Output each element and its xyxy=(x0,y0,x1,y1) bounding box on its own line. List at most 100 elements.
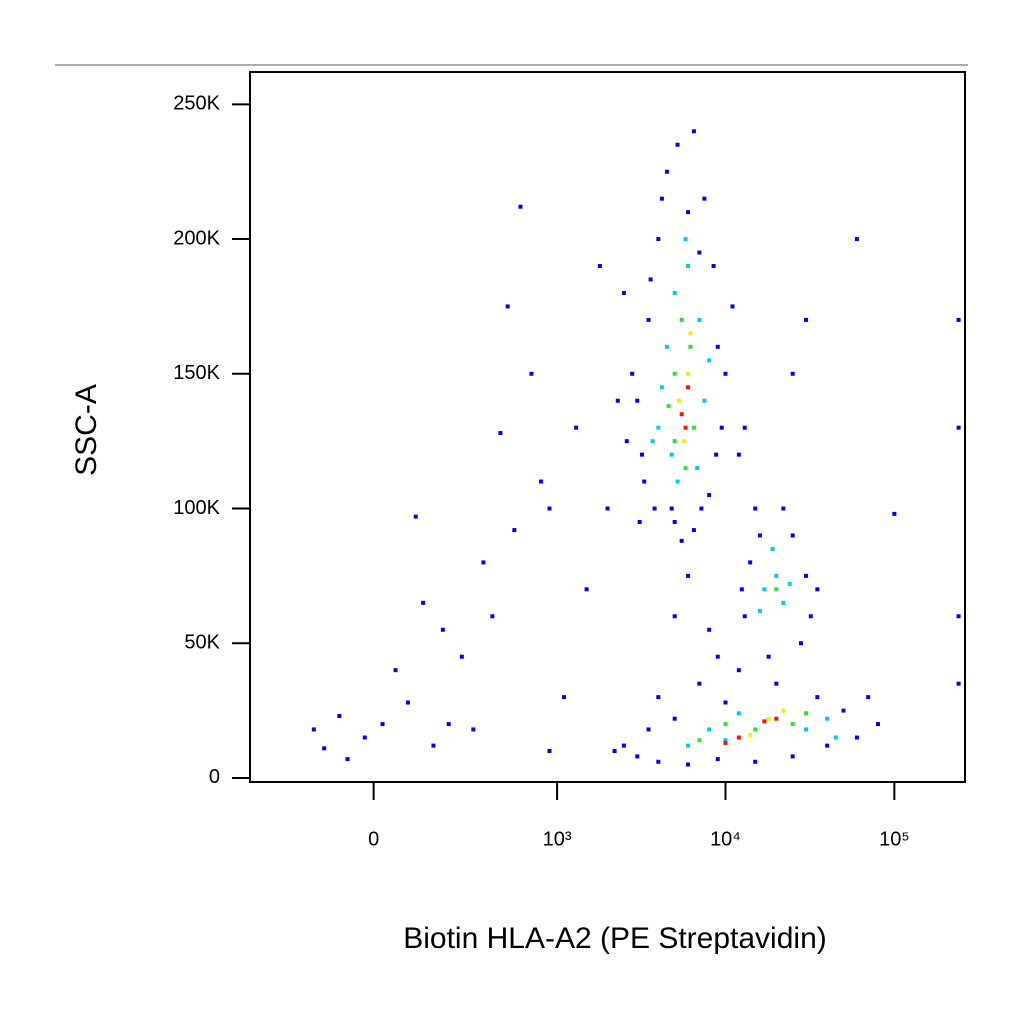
point xyxy=(854,735,859,740)
point xyxy=(652,506,657,511)
point xyxy=(762,587,767,592)
point xyxy=(679,538,684,543)
point xyxy=(413,514,418,519)
point xyxy=(804,727,809,732)
point xyxy=(605,506,610,511)
point xyxy=(676,398,681,403)
y-tick-label: 150K xyxy=(173,362,220,384)
point xyxy=(825,743,830,748)
y-tick-label: 200K xyxy=(173,227,220,249)
point xyxy=(337,713,342,718)
point xyxy=(815,587,820,592)
point xyxy=(518,204,523,209)
point xyxy=(686,743,691,748)
y-tick-label: 250K xyxy=(173,93,220,115)
point xyxy=(699,506,704,511)
point xyxy=(490,614,495,619)
point xyxy=(650,439,655,444)
point xyxy=(753,759,758,764)
point xyxy=(781,708,786,713)
plot-frame xyxy=(249,71,966,783)
point xyxy=(621,290,626,295)
point xyxy=(345,757,350,762)
x-tick-label: 10⁵ xyxy=(879,828,910,850)
point xyxy=(639,452,644,457)
point xyxy=(471,727,476,732)
point xyxy=(648,277,653,282)
point xyxy=(562,695,567,700)
point xyxy=(753,727,758,732)
point xyxy=(440,627,445,632)
point xyxy=(757,608,762,613)
point xyxy=(642,479,647,484)
point xyxy=(742,614,747,619)
point xyxy=(431,743,436,748)
point xyxy=(679,412,684,417)
point xyxy=(672,716,677,721)
point xyxy=(672,614,677,619)
x-tick-label: 0 xyxy=(368,828,379,850)
point xyxy=(702,398,707,403)
point xyxy=(679,317,684,322)
point xyxy=(892,511,897,516)
point xyxy=(781,506,786,511)
point xyxy=(547,506,552,511)
point xyxy=(774,681,779,686)
point xyxy=(707,493,712,498)
x-axis-label: Biotin HLA-A2 (PE Streptavidin) xyxy=(403,922,827,955)
point xyxy=(766,654,771,659)
point xyxy=(790,533,795,538)
point xyxy=(736,452,741,457)
point xyxy=(688,331,693,336)
point xyxy=(736,668,741,673)
point xyxy=(666,404,671,409)
point xyxy=(621,743,626,748)
point xyxy=(691,528,696,533)
point xyxy=(675,142,680,147)
point xyxy=(736,711,741,716)
point xyxy=(723,700,728,705)
point xyxy=(774,716,779,721)
point xyxy=(748,560,753,565)
point xyxy=(446,722,451,727)
point xyxy=(711,264,716,269)
point xyxy=(956,425,961,430)
point xyxy=(790,722,795,727)
point xyxy=(781,600,786,605)
point xyxy=(730,304,735,309)
point xyxy=(584,587,589,592)
point xyxy=(833,735,838,740)
point xyxy=(664,344,669,349)
point xyxy=(630,371,635,376)
point xyxy=(597,264,602,269)
point xyxy=(723,371,728,376)
point xyxy=(635,754,640,759)
point xyxy=(697,738,702,743)
point xyxy=(547,749,552,754)
point xyxy=(697,250,702,255)
point xyxy=(659,196,664,201)
point xyxy=(770,546,775,551)
point xyxy=(624,439,629,444)
point xyxy=(393,668,398,673)
point xyxy=(505,304,510,309)
point xyxy=(815,695,820,700)
point xyxy=(723,722,728,727)
point xyxy=(790,754,795,759)
point xyxy=(715,757,720,762)
point xyxy=(707,727,712,732)
y-tick-label: 100K xyxy=(173,497,220,519)
point xyxy=(574,425,579,430)
point xyxy=(707,358,712,363)
point xyxy=(697,681,702,686)
point xyxy=(719,425,724,430)
point xyxy=(672,439,677,444)
point xyxy=(804,573,809,578)
point xyxy=(707,627,712,632)
point xyxy=(787,581,792,586)
point xyxy=(669,452,674,457)
point xyxy=(686,371,691,376)
point xyxy=(311,727,316,732)
point xyxy=(695,466,700,471)
